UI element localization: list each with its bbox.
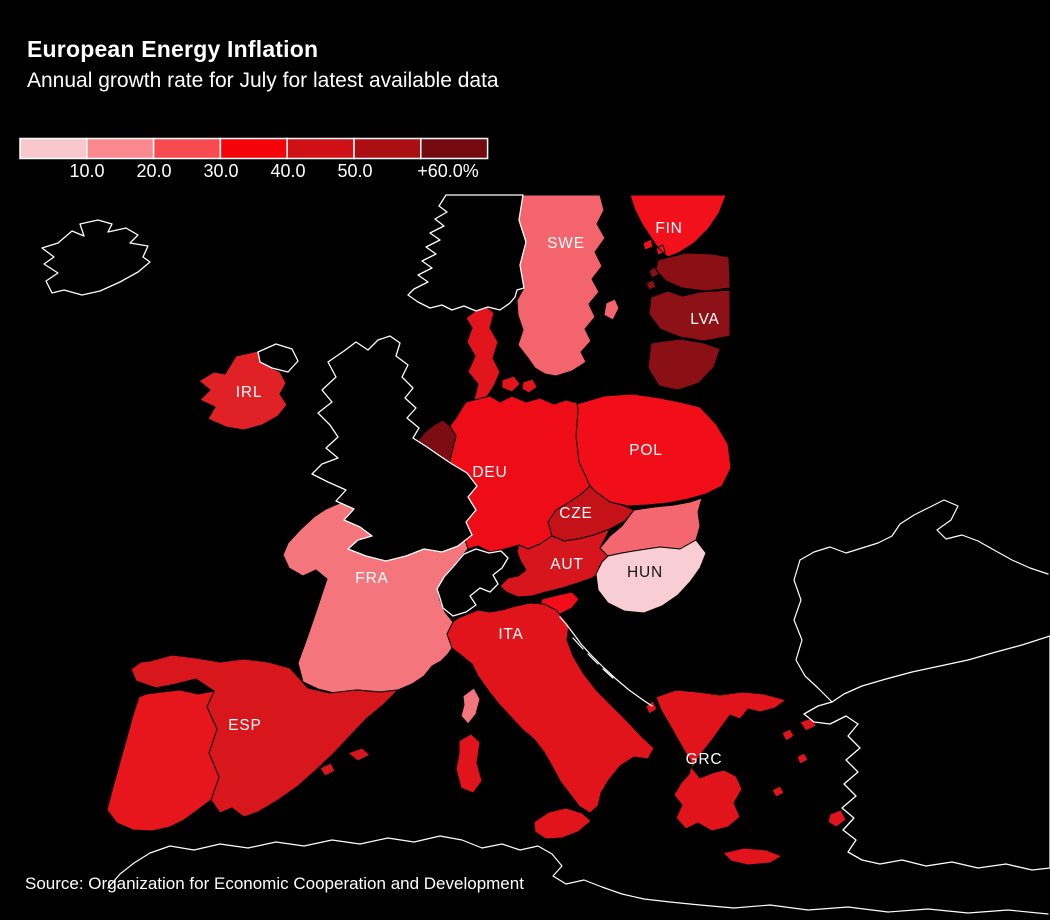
outline-croatia-coast: [559, 616, 653, 707]
label-lva: LVA: [690, 311, 719, 328]
label-grc: GRC: [686, 751, 723, 768]
label-irl: IRL: [236, 384, 263, 401]
country-greece: [645, 689, 847, 866]
label-swe: SWE: [547, 235, 585, 252]
label-deu: DEU: [472, 464, 507, 481]
outline-northern-ireland: [257, 343, 299, 373]
legend-tick-labels: 10.0 20.0 30.0 40.0 50.0 +60.0%: [0, 161, 520, 183]
label-ita: ITA: [498, 626, 523, 643]
page-title: European Energy Inflation: [27, 36, 319, 62]
legend-tick-60plus: +60.0%: [417, 161, 479, 181]
label-pol: POL: [629, 442, 662, 459]
legend-tick-20: 20.0: [136, 161, 172, 181]
country-estonia: [645, 252, 731, 292]
legend-swatch-7: [420, 137, 489, 160]
source-credit: Source: Organization for Economic Cooper…: [25, 874, 524, 893]
legend-tick-50: 50.0: [337, 161, 373, 181]
label-esp: ESP: [228, 717, 261, 734]
legend-tick-40: 40.0: [270, 161, 306, 181]
country-italy: [446, 602, 655, 840]
outline-croatia-islands: [572, 637, 614, 679]
country-hungary: [595, 539, 707, 614]
country-spain: [130, 654, 399, 818]
country-portugal: [106, 689, 220, 832]
legend-color-scale: [19, 137, 489, 160]
outline-great-britain: [311, 335, 478, 562]
outline-black-sea-west: [793, 559, 833, 703]
outline-turkey: [803, 635, 1050, 871]
outline-north-africa-coast: [107, 835, 1049, 915]
country-sweden: [516, 194, 620, 377]
page-subtitle: Annual growth rate for July for latest a…: [27, 69, 499, 92]
outline-switzerland: [436, 548, 509, 617]
label-cze: CZE: [559, 505, 592, 522]
outline-norway: [407, 194, 527, 312]
label-aut: AUT: [550, 556, 583, 573]
country-austria: [499, 528, 613, 598]
country-latvia: [648, 289, 731, 342]
country-finland: [629, 194, 727, 258]
label-fin: FIN: [655, 220, 682, 237]
label-fra: FRA: [355, 570, 388, 587]
outline-iceland: [41, 219, 151, 296]
country-lithuania: [647, 338, 721, 391]
label-hun: HUN: [627, 564, 663, 581]
outline-black-sea-north: [799, 499, 1049, 575]
legend-tick-10: 10.0: [69, 161, 105, 181]
legend-tick-30: 30.0: [203, 161, 239, 181]
